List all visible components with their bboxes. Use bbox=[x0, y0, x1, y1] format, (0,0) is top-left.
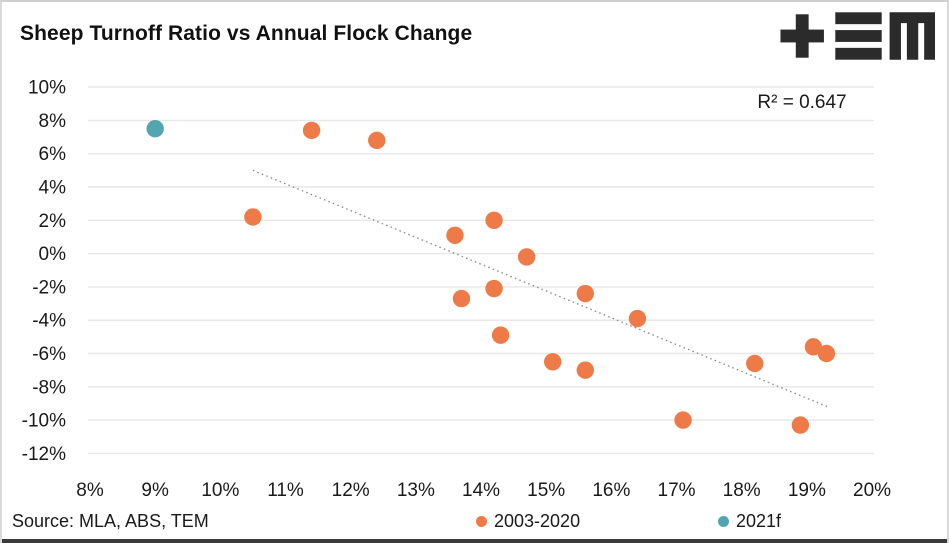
x-axis-tick-label: 9% bbox=[141, 480, 169, 501]
tem-logo bbox=[780, 12, 936, 60]
data-point bbox=[485, 211, 503, 229]
data-point bbox=[446, 226, 464, 244]
y-axis-tick-label: 0% bbox=[39, 244, 67, 265]
logo-plus-glyph bbox=[780, 14, 824, 58]
bottom-border bbox=[2, 539, 947, 543]
logo-m-glyph bbox=[889, 12, 936, 60]
data-point bbox=[576, 361, 594, 379]
x-axis-tick-label: 20% bbox=[853, 480, 891, 501]
legend-marker-teal-icon bbox=[718, 516, 729, 527]
x-axis-tick-label: 10% bbox=[201, 480, 239, 501]
y-axis-tick-label: -2% bbox=[32, 277, 66, 298]
data-point bbox=[485, 279, 503, 298]
y-axis-tick-label: 2% bbox=[39, 211, 67, 232]
x-axis-tick-label: 13% bbox=[397, 480, 435, 501]
y-axis-tick-label: -10% bbox=[22, 411, 66, 432]
x-axis-tick-label: 8% bbox=[76, 480, 104, 501]
data-point bbox=[674, 411, 692, 429]
x-axis-tick-label: 16% bbox=[592, 480, 630, 501]
x-axis-tick-label: 19% bbox=[788, 480, 826, 501]
data-point bbox=[368, 131, 386, 150]
x-axis-tick-label: 12% bbox=[332, 480, 370, 501]
x-axis-tick-label: 15% bbox=[527, 480, 565, 501]
data-point bbox=[491, 326, 510, 344]
data-point bbox=[746, 354, 764, 373]
data-point bbox=[146, 120, 164, 138]
legend-marker-orange-icon bbox=[476, 516, 487, 527]
data-point bbox=[804, 338, 823, 356]
data-point bbox=[576, 284, 594, 303]
data-point bbox=[628, 309, 647, 328]
x-axis-tick-label: 17% bbox=[658, 480, 696, 501]
y-axis-tick-label: 10% bbox=[28, 78, 66, 99]
data-point bbox=[817, 344, 836, 363]
data-point bbox=[302, 121, 321, 140]
source-note: Source: MLA, ABS, TEM bbox=[12, 511, 209, 531]
logo-e-glyph bbox=[835, 12, 882, 60]
legend-label-2021f: 2021f bbox=[736, 511, 782, 531]
chart-title: Sheep Turnoff Ratio vs Annual Flock Chan… bbox=[20, 22, 473, 45]
x-axis-tick-label: 11% bbox=[267, 480, 304, 501]
data-point bbox=[544, 353, 562, 371]
legend-item-2003-2020: 2003-2020 bbox=[476, 511, 580, 532]
y-axis-tick-label: 8% bbox=[39, 111, 67, 132]
r-squared-label: R² = 0.647 bbox=[757, 92, 847, 113]
data-point bbox=[244, 208, 262, 226]
y-axis-tick-label: -12% bbox=[22, 444, 66, 465]
y-axis-tick-label: -6% bbox=[32, 344, 66, 365]
data-point bbox=[517, 248, 536, 266]
data-point bbox=[791, 416, 810, 434]
y-axis-tick-label: 6% bbox=[39, 144, 67, 165]
y-axis-tick-label: -4% bbox=[32, 311, 66, 332]
legend-label-2003-2020: 2003-2020 bbox=[494, 511, 581, 531]
data-point bbox=[452, 289, 471, 308]
x-axis-tick-label: 14% bbox=[462, 480, 500, 501]
y-axis-tick-label: 4% bbox=[39, 178, 67, 199]
trendline bbox=[252, 169, 830, 409]
x-axis-tick-label: 18% bbox=[723, 480, 761, 501]
y-axis-tick-label: -8% bbox=[32, 377, 66, 398]
legend-item-2021f: 2021f bbox=[718, 511, 781, 532]
